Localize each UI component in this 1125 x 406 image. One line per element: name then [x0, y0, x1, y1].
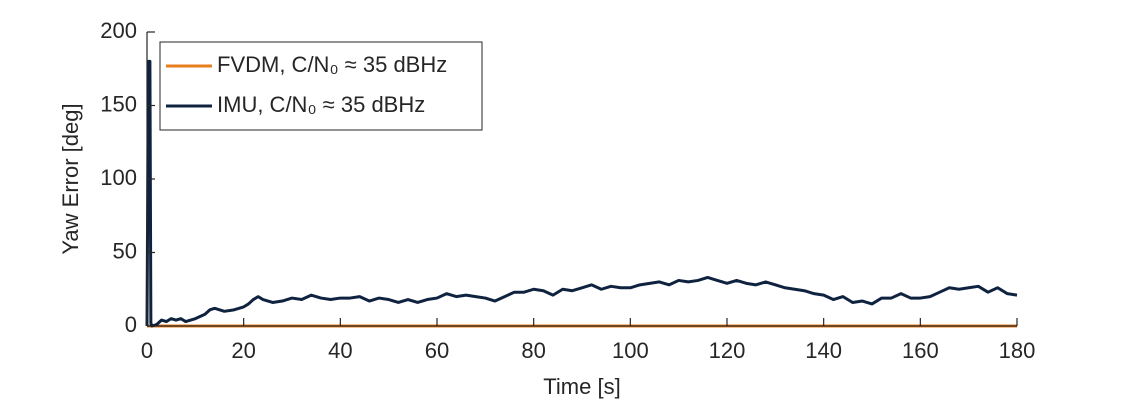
x-tick-label: 100 [612, 338, 649, 363]
legend: FVDM, C/N₀ ≈ 35 dBHz IMU, C/N₀ ≈ 35 dBHz [159, 41, 483, 131]
y-tick-label: 150 [100, 91, 137, 116]
x-tick-label: 0 [141, 338, 153, 363]
legend-label: IMU, C/N₀ ≈ 35 dBHz [217, 92, 425, 117]
x-tick-label: 180 [999, 338, 1036, 363]
x-tick-label: 20 [231, 338, 255, 363]
series-line [145, 59, 1018, 328]
x-tick-label: 120 [709, 338, 746, 363]
x-tick-label: 40 [328, 338, 352, 363]
legend-box [159, 41, 483, 131]
y-tick-label: 200 [100, 18, 137, 43]
x-tick-label: 80 [521, 338, 545, 363]
x-tick-label: 140 [805, 338, 842, 363]
x-axis-label: Time [s] [543, 374, 620, 399]
y-tick-label: 100 [100, 165, 137, 190]
x-tick-label: 60 [425, 338, 449, 363]
legend-label: FVDM, C/N₀ ≈ 35 dBHz [217, 52, 447, 77]
x-tick-label: 160 [902, 338, 939, 363]
y-tick-label: 50 [113, 238, 137, 263]
y-axis-label: Yaw Error [deg] [58, 103, 83, 254]
y-tick-label: 0 [125, 312, 137, 337]
